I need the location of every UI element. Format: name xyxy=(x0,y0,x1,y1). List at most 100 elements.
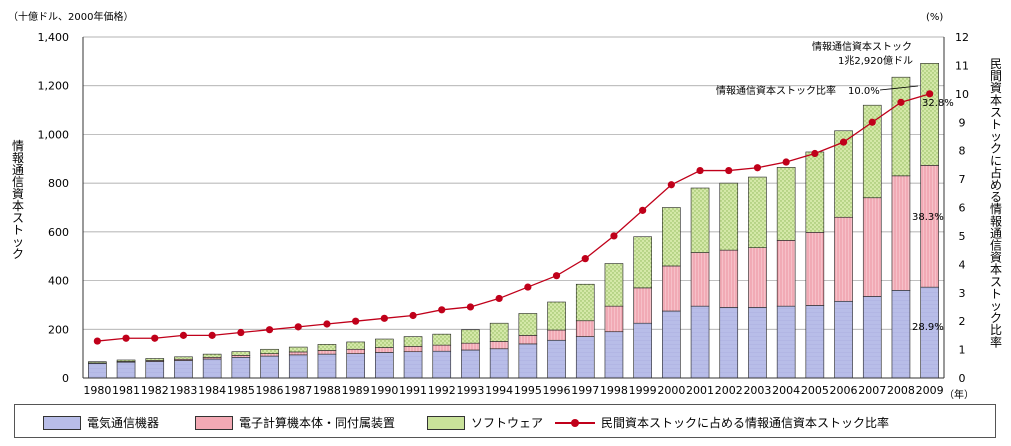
bar-telecom xyxy=(88,363,107,379)
ratio-point xyxy=(323,320,331,328)
bar-telecom xyxy=(633,322,652,379)
y-tick-label: 400 xyxy=(48,275,69,288)
legend-item-ratio-line: 民間資本ストックに占める情報通信資本ストック比率 xyxy=(555,414,889,431)
bar-computer xyxy=(604,305,624,333)
y2-tick-label: 1 xyxy=(959,344,966,357)
y2-tick-label: 8 xyxy=(959,145,966,158)
y2-tick-label: 9 xyxy=(959,116,966,129)
ratio-point xyxy=(926,90,934,98)
x-tick-label: 1995 xyxy=(514,384,542,397)
annotation-ratio-value: 10.0% xyxy=(848,86,880,97)
ratio-point xyxy=(868,118,876,126)
x-tick-label: 2002 xyxy=(715,384,743,397)
legend-item-telecom: 電気通信機器 xyxy=(43,414,159,431)
bar-software xyxy=(288,346,308,353)
annotation-share-telecom: 28.9% xyxy=(912,322,944,333)
bar-software xyxy=(862,104,882,199)
bar-computer xyxy=(748,247,767,308)
ratio-point xyxy=(753,164,762,172)
x-tick-label: 1985 xyxy=(227,384,255,397)
y2-tick-label: 6 xyxy=(959,202,966,215)
bar-software xyxy=(489,322,509,342)
bar-telecom xyxy=(231,356,251,379)
bar-computer xyxy=(403,346,423,352)
ratio-point xyxy=(352,317,360,325)
bar-computer xyxy=(719,249,739,308)
bar-telecom xyxy=(116,361,136,379)
bar-computer xyxy=(547,329,566,341)
bar-telecom xyxy=(891,290,911,379)
x-tick-label: 2008 xyxy=(887,384,915,397)
ratio-point xyxy=(151,334,159,342)
bar-software xyxy=(662,207,681,267)
bar-computer xyxy=(288,351,308,356)
bar-telecom xyxy=(748,307,767,379)
y-tick-label: 600 xyxy=(48,226,69,239)
x-tick-label: 1989 xyxy=(342,384,370,397)
bar-software xyxy=(461,329,480,344)
x-tick-label: 1998 xyxy=(600,384,628,397)
bar-computer xyxy=(518,335,538,345)
x-tick-label: 2001 xyxy=(686,384,714,397)
bar-software xyxy=(174,356,193,360)
bar-software xyxy=(231,351,251,356)
ratio-point xyxy=(696,166,704,175)
bar-computer xyxy=(662,265,681,312)
bar-software xyxy=(805,151,825,233)
bar-software xyxy=(547,301,566,331)
legend-item-software: ソフトウェア xyxy=(427,414,543,431)
ratio-point xyxy=(466,303,475,311)
y2-tick-label: 0 xyxy=(959,372,966,385)
bar-computer xyxy=(317,350,337,355)
ratio-point xyxy=(811,149,819,158)
x-tick-label: 1984 xyxy=(198,384,226,397)
bar-software xyxy=(633,236,652,289)
bar-telecom xyxy=(690,305,710,379)
y-tick-label: 800 xyxy=(48,177,69,190)
x-tick-label: 1990 xyxy=(370,384,398,397)
x-tick-label: 2003 xyxy=(743,384,771,397)
bar-software xyxy=(891,76,911,177)
x-tick-label: 1992 xyxy=(428,384,456,397)
bar-telecom xyxy=(834,300,853,379)
x-tick-label: 1999 xyxy=(629,384,657,397)
legend-swatch-ratio-line xyxy=(555,416,595,430)
x-tick-label: 2005 xyxy=(801,384,829,397)
legend-label-ratio-line: 民間資本ストックに占める情報通信資本ストック比率 xyxy=(601,416,890,430)
ratio-point xyxy=(552,272,561,280)
ratio-point xyxy=(179,331,188,339)
ratio-point xyxy=(208,331,216,339)
bar-telecom xyxy=(346,353,365,379)
bar-telecom xyxy=(518,343,538,379)
bar-software xyxy=(776,167,796,241)
bar-software xyxy=(604,263,624,307)
bar-telecom xyxy=(776,305,796,379)
bar-software xyxy=(145,358,165,361)
bar-computer xyxy=(489,341,509,350)
bar-computer xyxy=(260,353,279,357)
x-tick-label: 2006 xyxy=(830,384,858,397)
ratio-point xyxy=(237,328,245,337)
annotation-share-software: 32.8% xyxy=(922,98,954,109)
bar-software xyxy=(719,182,739,251)
bar-software xyxy=(432,333,452,346)
legend-label-telecom: 電気通信機器 xyxy=(87,416,160,430)
ratio-point xyxy=(667,181,675,189)
ratio-point xyxy=(639,206,647,214)
x-tick-label: 2009 xyxy=(916,384,944,397)
bar-software xyxy=(202,353,222,358)
y2-tick-label: 12 xyxy=(955,31,969,44)
ratio-point xyxy=(409,311,417,320)
legend-label-software: ソフトウェア xyxy=(471,416,544,430)
left-unit-label: （十億ドル、2000年価格） xyxy=(8,10,133,23)
x-tick-label: 2007 xyxy=(858,384,886,397)
y2-tick-label: 10 xyxy=(955,88,969,101)
right-unit-label: (%) xyxy=(926,12,943,23)
x-tick-label: 1991 xyxy=(399,384,427,397)
bar-telecom xyxy=(805,305,825,379)
ratio-point xyxy=(839,138,848,146)
bar-computer xyxy=(375,347,394,353)
annotation-ratio-pointer xyxy=(879,85,919,91)
ratio-point xyxy=(897,98,905,106)
x-tick-label: 1982 xyxy=(141,384,169,397)
